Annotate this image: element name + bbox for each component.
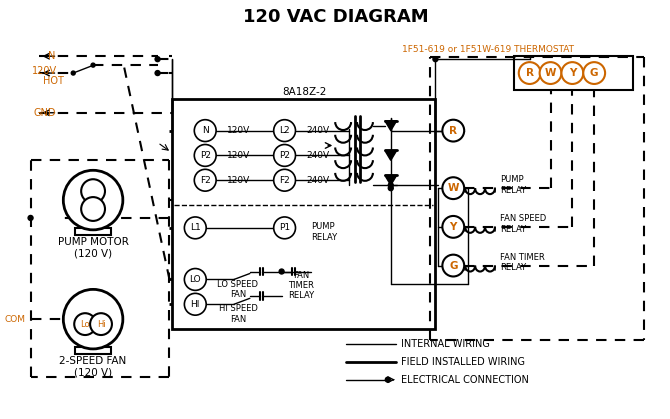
Text: 120V: 120V (31, 66, 57, 76)
Text: W: W (448, 183, 459, 193)
Text: F2: F2 (200, 176, 210, 185)
Circle shape (273, 169, 295, 191)
Circle shape (74, 313, 96, 335)
Text: PUMP MOTOR
(120 V): PUMP MOTOR (120 V) (58, 237, 129, 259)
Polygon shape (385, 150, 397, 160)
Circle shape (273, 217, 295, 239)
Text: 120V: 120V (227, 126, 251, 135)
Circle shape (561, 62, 584, 84)
Circle shape (584, 62, 605, 84)
Text: R: R (526, 68, 534, 78)
Text: P1: P1 (279, 223, 290, 233)
Text: FIELD INSTALLED WIRING: FIELD INSTALLED WIRING (401, 357, 525, 367)
Text: N: N (48, 51, 56, 61)
Circle shape (273, 120, 295, 142)
Circle shape (385, 377, 390, 382)
Text: 240V: 240V (306, 126, 330, 135)
Text: COM: COM (5, 315, 25, 323)
Bar (514, 56, 633, 90)
Circle shape (184, 217, 206, 239)
Text: 8A18Z-2: 8A18Z-2 (282, 87, 326, 97)
Circle shape (279, 269, 284, 274)
Circle shape (442, 177, 464, 199)
Bar (75, 228, 111, 235)
Text: P2: P2 (279, 151, 290, 160)
Text: P2: P2 (200, 151, 210, 160)
Circle shape (28, 215, 33, 220)
Text: HI SPEED
FAN: HI SPEED FAN (218, 305, 257, 324)
Text: F2: F2 (279, 176, 290, 185)
Circle shape (155, 70, 160, 75)
Circle shape (519, 62, 541, 84)
Circle shape (389, 183, 393, 188)
Text: G: G (449, 261, 458, 271)
Circle shape (184, 269, 206, 290)
Circle shape (273, 145, 295, 166)
Circle shape (71, 71, 75, 75)
Circle shape (442, 255, 464, 277)
Circle shape (81, 179, 105, 203)
Text: N: N (202, 126, 208, 135)
Text: 120 VAC DIAGRAM: 120 VAC DIAGRAM (243, 8, 429, 26)
Circle shape (90, 313, 112, 335)
Text: G: G (590, 68, 598, 78)
Text: PUMP
RELAY: PUMP RELAY (312, 222, 338, 241)
Text: FAN SPEED
RELAY: FAN SPEED RELAY (500, 214, 546, 233)
Text: 240V: 240V (306, 151, 330, 160)
Text: 1F51-619 or 1F51W-619 THERMOSTAT: 1F51-619 or 1F51W-619 THERMOSTAT (403, 45, 574, 54)
Polygon shape (385, 121, 397, 131)
Text: 240V: 240V (306, 176, 330, 185)
Bar (172, 99, 436, 329)
Text: LO SPEED
FAN: LO SPEED FAN (218, 279, 259, 299)
Circle shape (442, 120, 464, 142)
Circle shape (194, 120, 216, 142)
Text: Y: Y (450, 222, 457, 232)
Text: LO: LO (190, 275, 201, 284)
Circle shape (442, 216, 464, 238)
Bar (75, 347, 111, 354)
Text: PUMP
RELAY: PUMP RELAY (500, 176, 526, 195)
Text: 2-SPEED FAN
(120 V): 2-SPEED FAN (120 V) (60, 356, 127, 378)
Text: W: W (545, 68, 556, 78)
Circle shape (194, 145, 216, 166)
Text: Hi: Hi (96, 320, 105, 328)
Circle shape (91, 63, 95, 67)
Circle shape (389, 186, 393, 191)
Circle shape (539, 62, 561, 84)
Circle shape (184, 293, 206, 315)
Circle shape (155, 57, 160, 62)
Text: HI: HI (190, 300, 200, 309)
Text: 120V: 120V (227, 151, 251, 160)
Circle shape (194, 169, 216, 191)
Text: GND: GND (34, 108, 56, 118)
Text: ELECTRICAL CONNECTION: ELECTRICAL CONNECTION (401, 375, 529, 385)
Text: 120V: 120V (227, 176, 251, 185)
Text: HOT: HOT (44, 76, 64, 86)
Circle shape (81, 197, 105, 221)
Text: FAN
TIMER
RELAY: FAN TIMER RELAY (288, 271, 314, 300)
Circle shape (63, 290, 123, 349)
Text: L2: L2 (279, 126, 290, 135)
Text: L1: L1 (190, 223, 200, 233)
Circle shape (433, 57, 438, 62)
Text: R: R (450, 126, 458, 136)
Polygon shape (385, 175, 397, 185)
Circle shape (63, 170, 123, 230)
Text: Lo: Lo (80, 320, 90, 328)
Text: FAN TIMER
RELAY: FAN TIMER RELAY (500, 253, 545, 272)
Text: Y: Y (569, 68, 576, 78)
Text: INTERNAL WIRING: INTERNAL WIRING (401, 339, 490, 349)
